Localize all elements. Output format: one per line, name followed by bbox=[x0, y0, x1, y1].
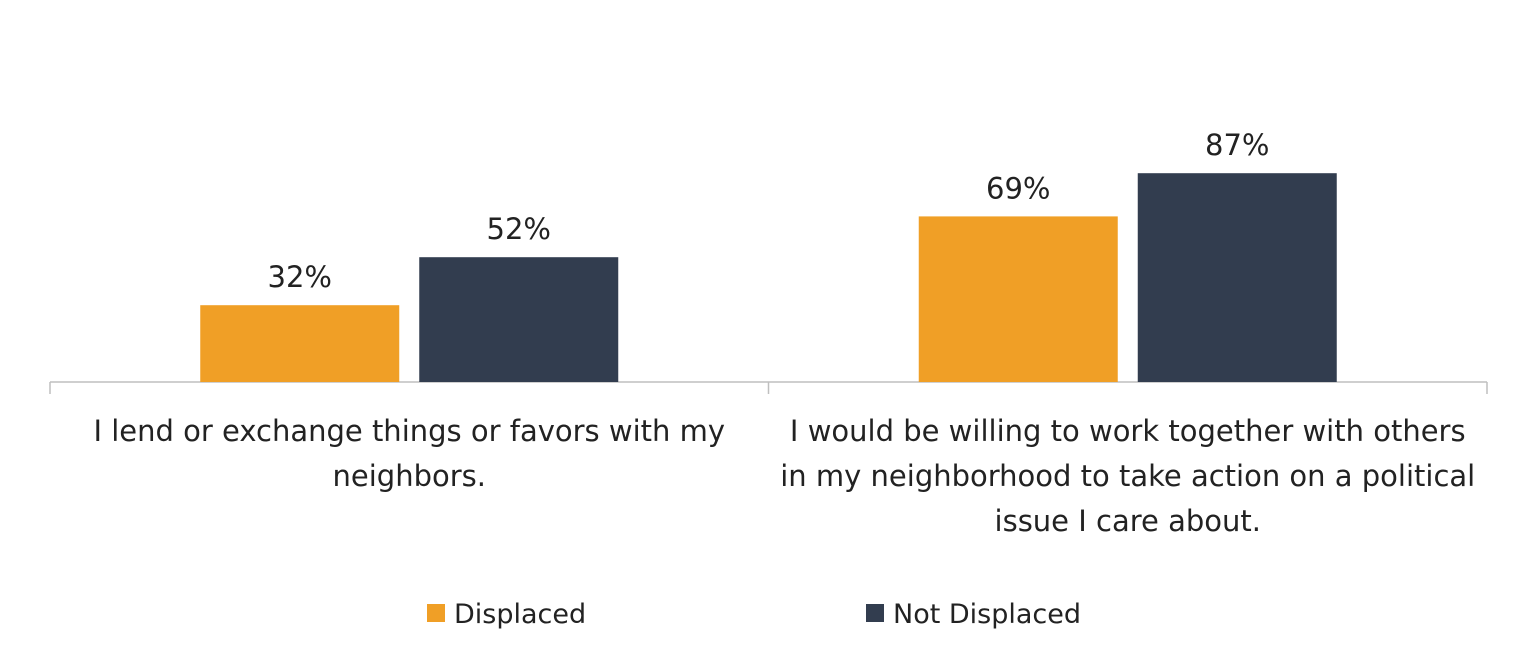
legend-swatch bbox=[866, 604, 884, 622]
category-label: I would be willing to work together with… bbox=[790, 414, 1466, 448]
bar-not-displaced bbox=[1137, 173, 1337, 382]
legend-label: Displaced bbox=[454, 599, 586, 630]
bar-displaced bbox=[918, 216, 1118, 382]
data-label: 52% bbox=[487, 212, 551, 246]
data-label: 69% bbox=[986, 171, 1050, 205]
category-label: I lend or exchange things or favors with… bbox=[93, 414, 725, 448]
bar-not-displaced bbox=[419, 257, 619, 382]
data-label: 32% bbox=[268, 260, 332, 294]
category-label: issue I care about. bbox=[995, 504, 1261, 538]
category-label: in my neighborhood to take action on a p… bbox=[780, 459, 1475, 493]
legend-label: Not Displaced bbox=[893, 599, 1081, 630]
category-label: neighbors. bbox=[333, 459, 486, 493]
legend-swatch bbox=[427, 604, 445, 622]
bar-displaced bbox=[200, 305, 400, 382]
data-label: 87% bbox=[1205, 128, 1269, 162]
